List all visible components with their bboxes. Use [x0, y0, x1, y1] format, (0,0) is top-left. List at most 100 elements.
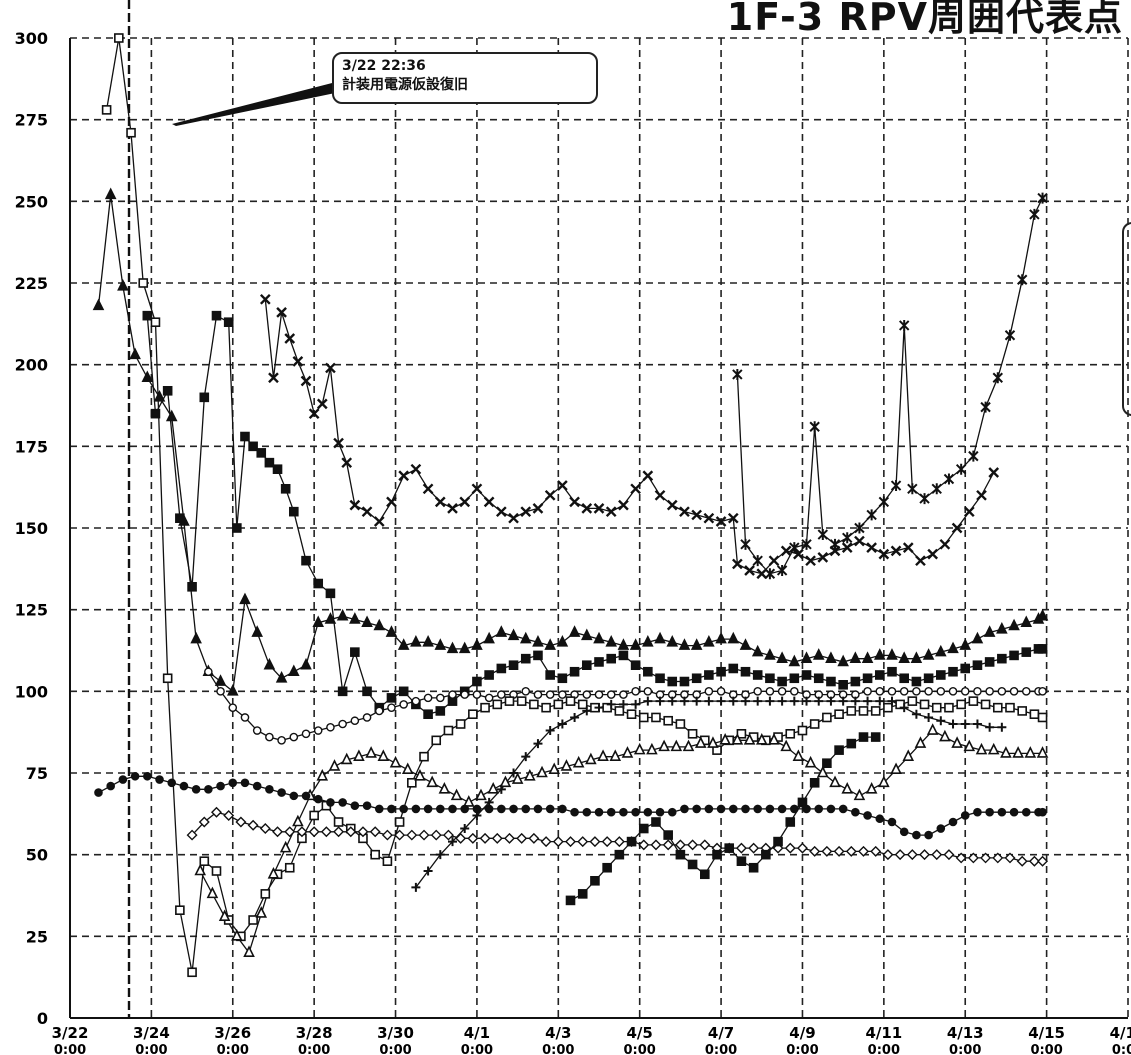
data-point	[704, 687, 714, 696]
data-point	[912, 687, 921, 696]
data-point	[114, 33, 124, 43]
data-point	[785, 728, 796, 739]
data-point	[374, 804, 384, 814]
data-point	[894, 849, 906, 861]
data-point	[936, 716, 946, 726]
data-point	[984, 657, 995, 667]
data-point	[162, 385, 173, 396]
data-point	[715, 631, 727, 644]
data-point	[707, 736, 719, 748]
data-point	[849, 651, 862, 663]
y-tick-label: 275	[15, 111, 48, 130]
data-point	[458, 641, 471, 654]
data-point	[309, 810, 319, 821]
data-point	[765, 804, 775, 814]
x-tick-label: 4/3	[545, 1024, 571, 1042]
data-point	[511, 772, 524, 784]
data-point	[923, 673, 934, 684]
data-point	[939, 729, 951, 742]
data-point	[480, 702, 490, 713]
x-tick-sublabel: 0:00	[461, 1043, 493, 1055]
data-point	[655, 807, 665, 817]
data-point	[739, 638, 752, 650]
data-point	[292, 814, 304, 827]
data-point	[296, 826, 308, 838]
data-point	[252, 726, 262, 735]
data-point	[826, 676, 836, 687]
data-point	[263, 657, 276, 670]
data-point	[521, 687, 531, 696]
data-point	[503, 832, 515, 844]
data-point	[373, 618, 386, 631]
data-point	[761, 849, 771, 860]
data-point	[732, 558, 743, 570]
data-point	[997, 722, 1007, 732]
data-point	[276, 307, 287, 318]
data-point	[340, 752, 353, 765]
data-point	[268, 372, 279, 384]
data-point	[313, 794, 323, 804]
data-point	[748, 842, 760, 854]
data-point	[557, 719, 567, 729]
data-point	[841, 782, 854, 794]
data-point	[887, 687, 897, 696]
data-point	[333, 817, 344, 827]
data-point	[817, 529, 829, 541]
data-point	[419, 751, 429, 762]
data-point	[680, 804, 689, 814]
data-point	[985, 722, 995, 732]
data-point	[508, 660, 519, 671]
data-point	[590, 875, 600, 886]
data-point	[863, 696, 873, 706]
x-tick-label: 4/15	[1028, 1024, 1065, 1042]
data-point	[386, 693, 397, 703]
data-point	[617, 638, 630, 650]
data-point	[691, 509, 703, 521]
data-point	[141, 370, 154, 383]
data-point	[235, 816, 247, 828]
y-tick-label: 150	[15, 519, 48, 538]
data-point	[927, 548, 939, 560]
data-point	[663, 830, 673, 840]
data-point	[752, 670, 763, 680]
data-point	[350, 716, 360, 726]
data-point	[259, 293, 271, 305]
data-point	[643, 666, 653, 677]
data-point	[801, 670, 812, 680]
data-point	[997, 687, 1007, 696]
data-point	[338, 719, 347, 729]
data-point	[150, 317, 161, 328]
y-tick-label: 300	[15, 29, 48, 48]
data-point	[509, 768, 519, 778]
data-point	[316, 398, 328, 410]
data-point	[387, 703, 396, 712]
data-point	[129, 347, 141, 360]
data-point	[349, 612, 361, 624]
data-point	[655, 673, 665, 684]
data-point	[813, 673, 824, 684]
data-point	[898, 651, 910, 663]
data-point	[955, 463, 967, 475]
data-point	[447, 503, 458, 514]
data-point	[936, 824, 946, 833]
data-point	[544, 638, 556, 650]
data-point	[1037, 192, 1048, 204]
data-point	[687, 859, 698, 870]
data-point	[853, 788, 866, 801]
data-point	[679, 676, 690, 687]
data-point	[422, 635, 434, 647]
data-point	[545, 690, 555, 699]
data-point	[333, 826, 345, 838]
data-point	[851, 807, 860, 817]
x-tick-sublabel: 0:00	[949, 1043, 981, 1055]
data-point	[496, 784, 506, 794]
data-point	[1021, 687, 1031, 696]
data-point	[732, 368, 743, 380]
data-point	[577, 889, 588, 899]
data-point	[240, 431, 250, 442]
data-point	[967, 852, 979, 864]
data-point	[495, 625, 508, 637]
data-point	[556, 635, 569, 647]
data-point	[606, 653, 617, 664]
data-point	[651, 712, 661, 723]
